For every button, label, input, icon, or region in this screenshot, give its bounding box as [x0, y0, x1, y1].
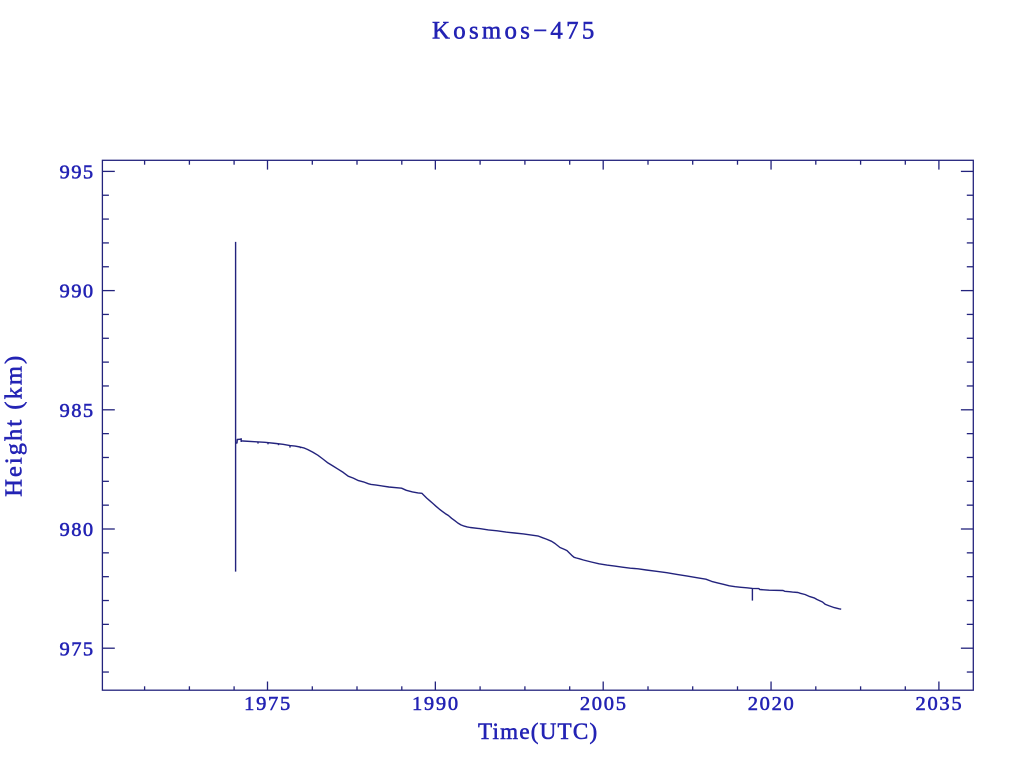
svg-text:985: 985	[60, 400, 95, 422]
svg-text:Kosmos−475: Kosmos−475	[432, 18, 597, 45]
svg-text:2035: 2035	[916, 693, 964, 715]
svg-text:Time(UTC): Time(UTC)	[478, 718, 598, 744]
svg-text:1975: 1975	[244, 693, 292, 715]
svg-text:990: 990	[60, 281, 95, 303]
svg-text:1990: 1990	[412, 693, 460, 715]
svg-text:2005: 2005	[580, 693, 628, 715]
svg-text:995: 995	[60, 162, 95, 184]
svg-text:975: 975	[60, 638, 95, 660]
svg-text:Height (km): Height (km)	[1, 354, 28, 497]
svg-text:980: 980	[60, 519, 95, 541]
svg-text:2020: 2020	[748, 693, 796, 715]
